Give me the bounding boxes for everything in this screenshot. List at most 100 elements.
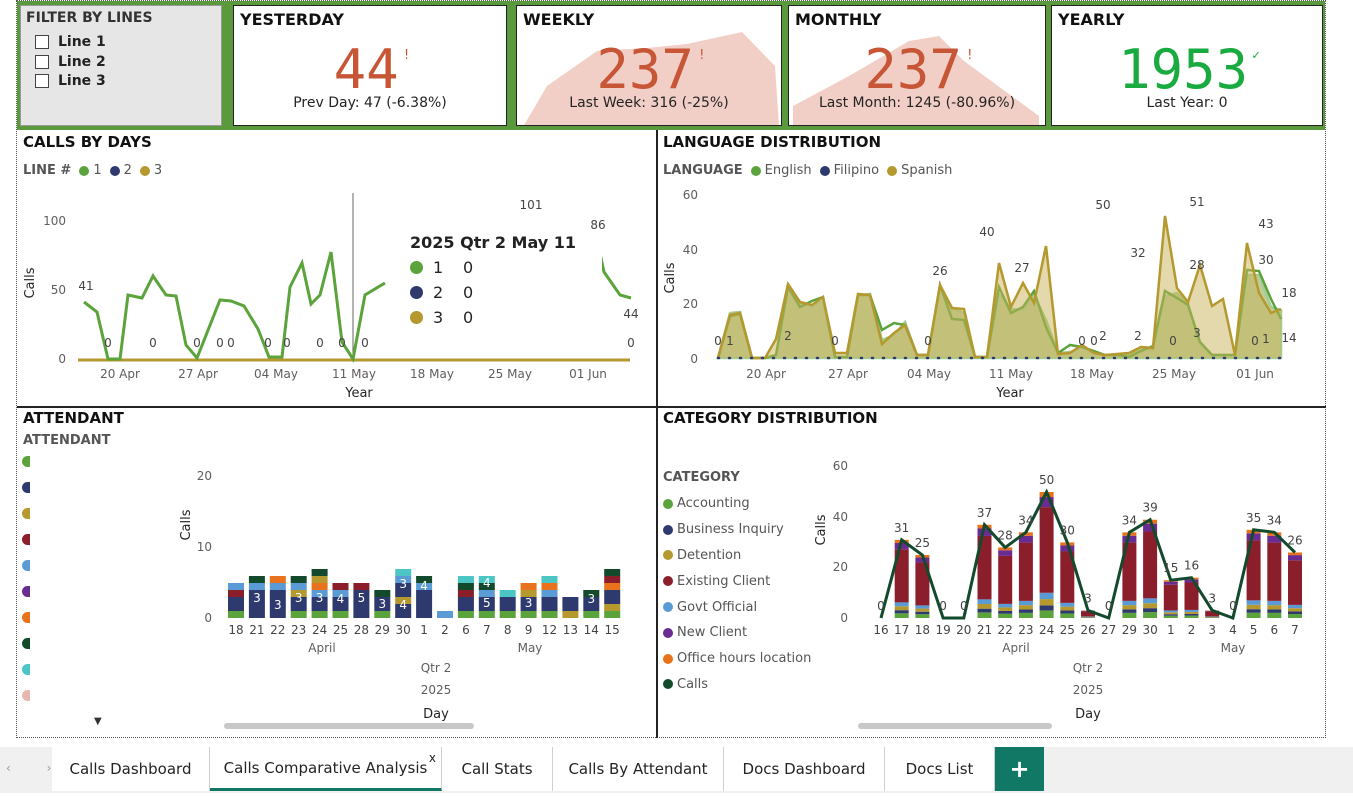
x-tick: 30: [396, 623, 411, 637]
month-label: May: [518, 641, 543, 655]
data-label: 0: [939, 599, 947, 613]
x-axis-label: Year: [344, 386, 373, 401]
tab-call-stats[interactable]: Call Stats: [442, 747, 553, 791]
bar-segment: [457, 583, 474, 590]
close-icon[interactable]: x: [428, 751, 436, 765]
kpi-card-monthly: MONTHLY 237! Last Month: 1245 (-80.96%): [788, 5, 1046, 126]
bar-segment: [478, 597, 495, 611]
tab-nav-arrows-icon[interactable]: ‹ ›: [6, 761, 68, 775]
data-label: 3: [316, 591, 324, 605]
bar-segment: [1018, 612, 1033, 618]
bar-segment: [1122, 605, 1137, 610]
calls-by-days-chart[interactable]: 0 50 100 Calls 20 Apr 27 Apr 04 May 11 M…: [20, 185, 650, 405]
data-label: 16: [1184, 559, 1199, 573]
tab-calls-by-attendant[interactable]: Calls By Attendant: [553, 747, 724, 791]
x-tick: 4: [1229, 623, 1237, 637]
bar-segment: [248, 590, 265, 604]
x-tick: 25 May: [488, 367, 532, 381]
bar-segment: [541, 611, 558, 618]
scroll-down-icon[interactable]: ▼: [94, 716, 102, 727]
bar-segment: [1122, 600, 1137, 606]
bar-segment: [1184, 582, 1199, 610]
bar-segment: [894, 549, 909, 603]
x-tick: 1: [420, 623, 428, 637]
calls-by-days-title: CALLS BY DAYS: [23, 133, 152, 151]
data-label: 40: [979, 225, 994, 239]
bar-segment: [311, 576, 328, 583]
data-label: 34: [1122, 513, 1137, 527]
bar-segment: [998, 610, 1013, 614]
bar-segment: [894, 610, 909, 614]
data-label: 27: [1014, 261, 1029, 275]
data-label: 2: [1134, 329, 1142, 343]
bar-segment: [248, 576, 265, 583]
bar-segment: [977, 608, 992, 613]
horizontal-scrollbar[interactable]: [858, 723, 1052, 729]
bar-segment: [998, 603, 1013, 608]
y-tick: 0: [58, 352, 66, 366]
data-label: 50: [1095, 198, 1110, 212]
x-tick: 24: [1039, 623, 1054, 637]
data-label: 5: [358, 591, 366, 605]
tab-docs-dashboard[interactable]: Docs Dashboard: [724, 747, 885, 791]
checkbox-icon[interactable]: [35, 55, 49, 69]
kpi-card-yearly: YEARLY 1953 ✓ Last Year: 0: [1051, 5, 1323, 126]
kpi-title: MONTHLY: [795, 10, 882, 29]
bar-segment: [1060, 602, 1075, 607]
y-tick: 0: [840, 611, 848, 625]
checkbox-icon[interactable]: [35, 74, 49, 88]
data-label: 0: [1105, 599, 1113, 613]
x-tick: 18: [228, 623, 243, 637]
bar-segment: [499, 611, 516, 618]
x-tick: 16: [873, 623, 888, 637]
data-label: 34: [1267, 513, 1282, 527]
checkbox-icon[interactable]: [35, 35, 49, 49]
bar-segment: [604, 604, 621, 611]
data-label: 101: [520, 198, 543, 212]
bar-segment: [1039, 592, 1054, 600]
bar-segment: [1184, 615, 1199, 618]
y-tick: 10: [197, 540, 212, 554]
bar-segment: [1288, 614, 1302, 618]
bar-segment: [353, 604, 370, 618]
filter-option-line1[interactable]: Line 1: [35, 34, 106, 50]
bar-segment: [290, 576, 307, 583]
alert-icon: !: [402, 48, 411, 63]
bar-segment: [269, 590, 286, 604]
bar-segment: [1163, 612, 1178, 615]
data-label: 3: [525, 596, 533, 610]
data-label: 28: [1189, 258, 1204, 272]
bar-segment: [1143, 523, 1158, 532]
kpi-card-yesterday: YESTERDAY 44! Prev Day: 47 (-6.38%): [233, 5, 507, 126]
x-tick: 8: [504, 623, 512, 637]
tab-docs-list[interactable]: Docs List: [885, 747, 995, 791]
data-label: 4: [399, 598, 407, 612]
language-chart[interactable]: 0 20 40 60 Calls 20 Apr 27 Apr 04 May 11…: [660, 185, 1324, 405]
x-tick: 25 May: [1152, 367, 1196, 381]
bar-segment: [395, 569, 412, 576]
horizontal-scrollbar[interactable]: [224, 723, 474, 729]
x-tick: 28: [354, 623, 369, 637]
bar-segment: [604, 590, 621, 604]
tab-calls-comparative-analysis[interactable]: Calls Comparative Analysis x: [210, 747, 442, 791]
y-axis-label: Calls: [663, 262, 678, 293]
bar-segment: [1039, 610, 1054, 618]
bar-segment: [562, 611, 579, 618]
month-label: April: [1002, 641, 1029, 655]
year-label: 2025: [421, 683, 452, 697]
calls-by-days-legend: LINE # 1 2 3: [23, 163, 163, 178]
tab-calls-dashboard[interactable]: Calls Dashboard: [52, 747, 210, 791]
series-line-spanish: [716, 215, 1282, 360]
filter-option-line3[interactable]: Line 3: [35, 73, 106, 89]
kpi-title: YEARLY: [1058, 10, 1125, 29]
filter-option-line2[interactable]: Line 2: [35, 54, 106, 70]
year-label: 2025: [1073, 683, 1104, 697]
bar-segment: [1018, 605, 1033, 610]
add-page-button[interactable]: +: [995, 747, 1044, 791]
trend-sparkline: [524, 32, 779, 125]
x-tick: 18: [915, 623, 930, 637]
bar-segment: [395, 604, 412, 618]
